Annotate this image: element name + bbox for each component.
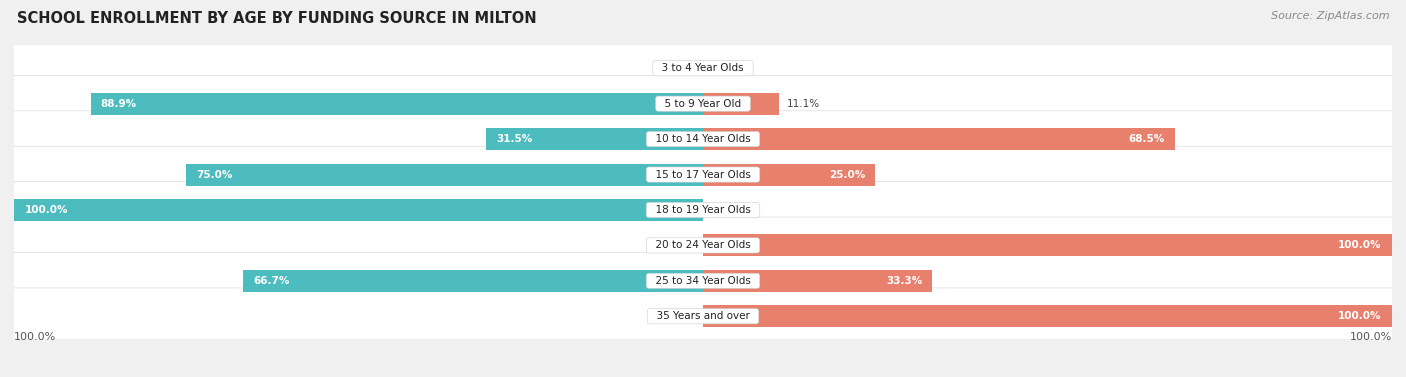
Text: 20 to 24 Year Olds: 20 to 24 Year Olds [650, 241, 756, 250]
Bar [186, 164, 703, 185]
Text: 10 to 14 Year Olds: 10 to 14 Year Olds [650, 134, 756, 144]
Text: 35 Years and over: 35 Years and over [650, 311, 756, 321]
Text: 5 to 9 Year Old: 5 to 9 Year Old [658, 99, 748, 109]
Text: 66.7%: 66.7% [254, 276, 290, 286]
Bar [703, 234, 1392, 256]
Text: 18 to 19 Year Olds: 18 to 19 Year Olds [648, 205, 758, 215]
Bar [243, 270, 703, 292]
Text: 3 to 4 Year Olds: 3 to 4 Year Olds [655, 63, 751, 73]
Text: 100.0%: 100.0% [14, 332, 56, 342]
Text: 100.0%: 100.0% [1350, 332, 1392, 342]
FancyBboxPatch shape [13, 146, 1393, 203]
Text: 68.5%: 68.5% [1129, 134, 1164, 144]
Text: 100.0%: 100.0% [1339, 311, 1382, 321]
Text: 25.0%: 25.0% [828, 170, 865, 179]
Text: 31.5%: 31.5% [496, 134, 533, 144]
Bar [486, 128, 703, 150]
Text: 75.0%: 75.0% [197, 170, 233, 179]
Bar [703, 270, 932, 292]
Text: 0.0%: 0.0% [666, 63, 693, 73]
FancyBboxPatch shape [13, 75, 1393, 132]
FancyBboxPatch shape [13, 111, 1393, 167]
Text: 15 to 17 Year Olds: 15 to 17 Year Olds [648, 170, 758, 179]
Bar [703, 164, 875, 185]
Text: 100.0%: 100.0% [1339, 241, 1382, 250]
Text: 0.0%: 0.0% [666, 241, 693, 250]
Text: 33.3%: 33.3% [886, 276, 922, 286]
Bar [90, 93, 703, 115]
Bar [703, 128, 1175, 150]
FancyBboxPatch shape [13, 288, 1393, 345]
Text: 88.9%: 88.9% [101, 99, 136, 109]
Text: 0.0%: 0.0% [666, 311, 693, 321]
FancyBboxPatch shape [13, 253, 1393, 309]
Text: 11.1%: 11.1% [786, 99, 820, 109]
Bar [14, 199, 703, 221]
Text: SCHOOL ENROLLMENT BY AGE BY FUNDING SOURCE IN MILTON: SCHOOL ENROLLMENT BY AGE BY FUNDING SOUR… [17, 11, 537, 26]
Text: 0.0%: 0.0% [713, 205, 740, 215]
Text: 25 to 34 Year Olds: 25 to 34 Year Olds [648, 276, 758, 286]
Bar [703, 305, 1392, 327]
Legend: Public School, Private School: Public School, Private School [591, 375, 815, 377]
Text: 0.0%: 0.0% [713, 63, 740, 73]
FancyBboxPatch shape [13, 182, 1393, 238]
FancyBboxPatch shape [13, 40, 1393, 97]
Bar [703, 93, 779, 115]
Text: Source: ZipAtlas.com: Source: ZipAtlas.com [1271, 11, 1389, 21]
Text: 100.0%: 100.0% [24, 205, 67, 215]
FancyBboxPatch shape [13, 217, 1393, 274]
